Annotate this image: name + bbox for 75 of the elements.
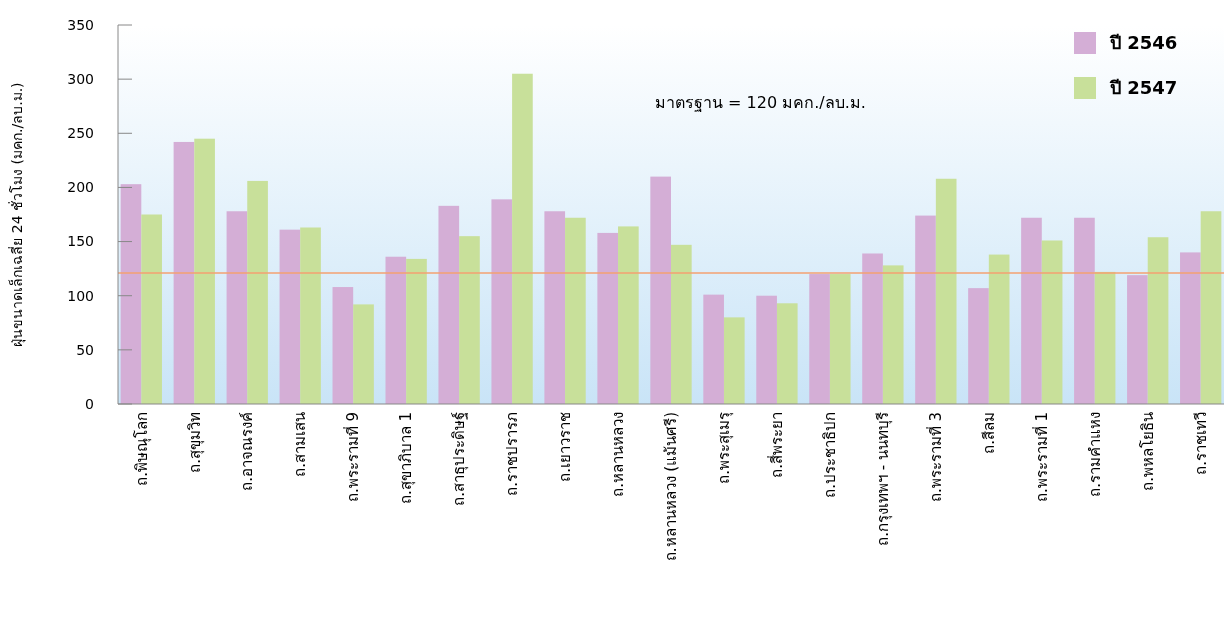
x-tick-label: ถ.พหลโยธิน (1138, 412, 1157, 491)
bar (671, 244, 692, 404)
bar (968, 288, 989, 404)
bar (226, 211, 248, 404)
x-tick-label: ถ.พระสุเมรุ (715, 412, 735, 484)
bar (829, 274, 851, 404)
bar (882, 265, 904, 404)
bar (1180, 252, 1201, 404)
x-tick-label: ถ.พระรามที่ 1 (1031, 412, 1052, 503)
annotation: มาตรฐาน = 120 มคก./ลบ.ม. (655, 93, 866, 112)
bar (935, 178, 957, 404)
y-tick-label: 0 (85, 395, 94, 412)
bar (809, 274, 830, 404)
bar (194, 138, 215, 404)
bar (247, 180, 268, 404)
bar (491, 199, 513, 404)
bar (332, 287, 354, 404)
bar (459, 236, 480, 404)
x-tick-label: ถ.ประชาธิปก (821, 412, 840, 498)
bar (703, 294, 724, 404)
x-tick-label: ถ.สีลม (980, 412, 999, 454)
bar (544, 211, 566, 404)
bar (406, 258, 427, 404)
bar (597, 232, 619, 404)
y-tick-label: 350 (67, 16, 94, 33)
x-tick-label: ถ.พระรามที่ 9 (342, 412, 363, 503)
bar (120, 184, 142, 404)
x-tick-label: ถ.รามคำแหง (1086, 412, 1104, 497)
x-tick-label: ถ.กรุงเทพฯ - นนทบุรี (874, 412, 894, 546)
bar (756, 295, 777, 404)
bar (862, 253, 883, 404)
bar (279, 229, 301, 404)
y-tick-label: 300 (67, 71, 94, 88)
x-tick-label: ถ.ราชเทวี (1191, 412, 1210, 475)
x-tick-label: ถ.สี่พระยา (766, 412, 787, 478)
x-tick-label: ถ.สุขุมวิท (185, 412, 205, 473)
bar (1147, 237, 1169, 404)
bar (1041, 240, 1063, 404)
y-tick-label: 50 (76, 341, 94, 358)
y-tick-label: 100 (67, 287, 94, 304)
bar (1127, 275, 1148, 404)
bar (1074, 217, 1095, 404)
bar (1200, 211, 1222, 404)
legend-label: ปี 2547 (1109, 77, 1178, 99)
bar (650, 176, 671, 404)
bar (141, 214, 162, 404)
x-tick-label: ถ.ราชปรารภ (503, 412, 522, 496)
bar (173, 141, 195, 404)
y-tick-label: 200 (67, 179, 94, 196)
bar (438, 205, 460, 404)
y-axis-title: ฝุ่นขนาดเล็กเฉลี่ย 24 ชั่วโมง (มคก./ลบ.ม.) (8, 82, 26, 347)
x-tick-label: ถ.เยาวราช (556, 412, 575, 482)
bar (1094, 271, 1116, 404)
x-tick-label: ถ.หลานหลวง (แม้นศรี) (662, 412, 681, 562)
bar (988, 254, 1010, 404)
legend-label: ปี 2546 (1109, 32, 1178, 54)
x-tick-label: ถ.หลานหลวง (609, 412, 628, 497)
bar (512, 73, 533, 404)
y-tick-label: 150 (67, 233, 94, 250)
bar (618, 226, 639, 404)
bar (353, 304, 374, 404)
bar (565, 217, 586, 404)
x-tick-label: ถ.อาจณรงค์ (238, 412, 257, 491)
bar (915, 215, 936, 404)
bar (723, 317, 745, 404)
x-tick-label: ถ.สาธุประดิษฐ์ (450, 412, 470, 506)
bar (776, 303, 798, 404)
bar (385, 256, 407, 404)
x-tick-label: ถ.พระรามที่ 3 (925, 412, 946, 503)
x-tick-label: ถ.สุขาภิบาล 1 (397, 412, 417, 505)
bar (1021, 217, 1042, 404)
x-tick-label: ถ.สามเสน (291, 412, 310, 477)
x-tick-label: ถ.พิษณุโลก (132, 412, 152, 486)
y-tick-label: 250 (67, 125, 94, 142)
bar (300, 227, 321, 404)
